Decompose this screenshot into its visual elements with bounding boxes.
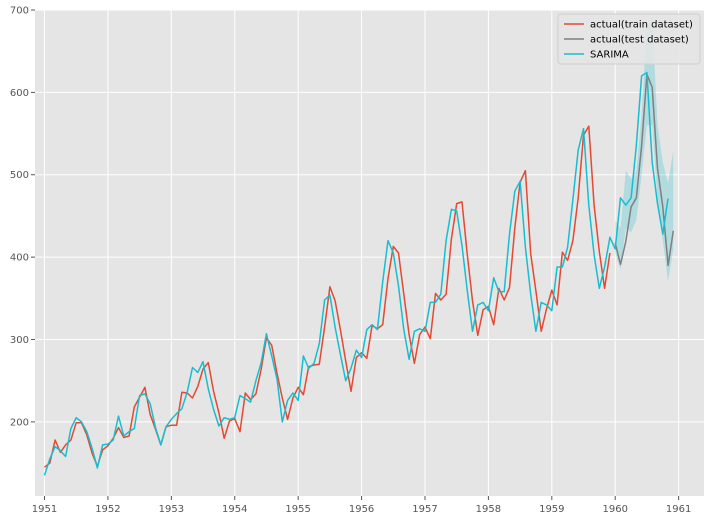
x-tick-label: 1952 [95,504,120,515]
legend-label-test: actual(test dataset) [590,35,689,46]
x-tick-label: 1954 [222,504,247,515]
x-tick-label: 1955 [285,504,310,515]
x-tick-label: 1960 [602,504,627,515]
legend-box [557,13,701,65]
x-tick-label: 1951 [32,504,57,515]
series-line-test [614,73,675,267]
x-tick-labels: 1951 1952 1953 1954 1955 1956 1957 1958 1959 1960… [32,496,691,515]
y-tick-labels: 200 300 400 500 600 700 [10,6,35,428]
y-tick-label: 200 [10,417,29,428]
x-tick-label: 1958 [476,504,501,515]
series-line-sarima [43,71,669,476]
plot-background [35,10,704,496]
grid-lines [35,9,704,496]
x-tick-label: 1953 [159,504,184,515]
y-tick-label: 600 [10,88,29,99]
y-tick-label: 500 [10,170,29,181]
x-tick-label: 1961 [666,504,691,515]
y-tick-label: 300 [10,335,29,346]
x-tick-label: 1956 [349,504,374,515]
y-tick-label: 700 [10,6,29,17]
y-tick-label: 400 [10,253,29,264]
x-tick-label: 1959 [539,504,564,515]
series-lines [43,71,675,476]
legend: actual(train dataset) actual(test dataset… [557,13,701,65]
x-tick-label: 1957 [412,504,437,515]
legend-label-sarima: SARIMA [590,50,629,61]
legend-label-train: actual(train dataset) [590,20,693,31]
